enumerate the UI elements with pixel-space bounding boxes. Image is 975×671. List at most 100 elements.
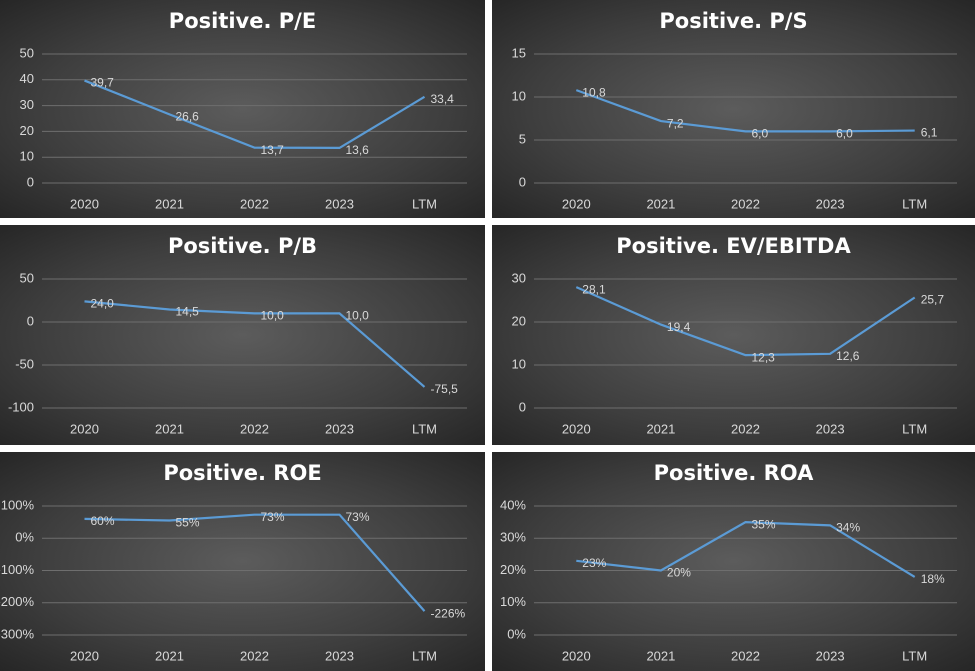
line [84, 513, 426, 612]
chart-title: Positive. P/B [168, 234, 317, 258]
chart-panel: Positive. P/S 0 5 10 15 2020 2021 2022 2023 LTM 10… [492, 0, 975, 218]
y-tick-label: 20 [512, 313, 526, 328]
line [575, 286, 916, 357]
chart: Positive. P/B -100 -50 0 50 2020 2021 2022 2023 L… [8, 234, 467, 436]
y-tick-label: 10 [512, 356, 526, 371]
chart-panel: Positive. EV/EBITDA 0 10 20 30 2020 2021 2022 20… [492, 225, 975, 445]
x-tick-label: 2020 [562, 648, 591, 663]
data-label: 39,7 [91, 76, 115, 90]
chart-title: Positive. P/E [169, 9, 316, 33]
y-tick-label: 30% [500, 530, 526, 545]
y-tick-label: 40 [20, 71, 34, 86]
data-label: 55% [176, 516, 200, 530]
x-tick-label: 2021 [646, 648, 675, 663]
y-tick-label: 0 [519, 399, 526, 414]
x-tick-label: 2023 [816, 196, 845, 211]
data-label: 28,1 [582, 282, 606, 296]
y-tick-label: -50 [15, 356, 34, 371]
data-label: 25,7 [921, 293, 945, 307]
data-label: 35% [752, 517, 776, 531]
data-label: 23% [582, 556, 606, 570]
x-tick-label: 2021 [646, 196, 675, 211]
chart-panel: Positive. P/E 0 10 20 30 40 50 2020 2021 2022 2023… [0, 0, 485, 218]
x-tick-label: 2022 [240, 196, 269, 211]
chart: Positive. ROA 0% 10% 20% 30% 40% 2020 2021 2022 2… [500, 461, 957, 663]
x-tick-label: 2023 [325, 648, 354, 663]
data-label: 6,1 [921, 126, 938, 140]
y-tick-label: 0 [519, 174, 526, 189]
y-tick-label: 30 [512, 270, 526, 285]
x-tick-label: 2020 [70, 648, 99, 663]
chart-panel: Positive. ROA 0% 10% 20% 30% 40% 2020 2021 2022 2… [492, 452, 975, 671]
y-tick-label: -300% [0, 626, 34, 641]
data-label: 12,3 [752, 350, 776, 364]
data-label: 13,6 [346, 143, 370, 157]
x-tick-label: LTM [412, 196, 437, 211]
y-tick-label: 10 [20, 149, 34, 164]
y-tick-label: 50 [20, 270, 34, 285]
y-tick-label: -200% [0, 594, 34, 609]
data-label: 14,5 [176, 305, 200, 319]
chart-panel: Positive. ROE -300% -200% -100% 0% 100% 2020 20… [0, 452, 485, 671]
data-label: 73% [261, 510, 285, 524]
data-label: 19,4 [667, 320, 691, 334]
x-tick-label: 2021 [646, 421, 675, 436]
x-tick-label: LTM [902, 421, 927, 436]
data-label: 12,6 [836, 349, 860, 363]
chart: Positive. ROE -300% -200% -100% 0% 100% 2020 20… [0, 461, 467, 663]
x-tick-label: 2021 [155, 196, 184, 211]
x-tick-label: 2020 [562, 421, 591, 436]
y-tick-label: 50 [20, 45, 34, 60]
y-tick-label: 10 [512, 88, 526, 103]
data-label: 26,6 [176, 110, 200, 124]
chart-panel: Positive. P/B -100 -50 0 50 2020 2021 2022 2023 L… [0, 225, 485, 445]
line [84, 79, 426, 150]
y-tick-label: 30 [20, 97, 34, 112]
x-tick-label: 2023 [816, 648, 845, 663]
y-tick-label: 0% [15, 530, 34, 545]
x-tick-label: 2023 [325, 196, 354, 211]
data-label: 10,0 [261, 309, 285, 323]
x-tick-label: 2021 [155, 421, 184, 436]
y-tick-label: 0 [27, 313, 34, 328]
x-tick-label: 2023 [816, 421, 845, 436]
data-label: 33,4 [431, 92, 455, 106]
x-tick-label: 2020 [70, 421, 99, 436]
data-label: 20% [667, 566, 691, 580]
line [576, 521, 916, 578]
data-label: 10,0 [346, 309, 370, 323]
x-tick-label: LTM [902, 196, 927, 211]
y-tick-label: 0 [27, 174, 34, 189]
data-label: 6,0 [836, 127, 853, 141]
data-label: 7,2 [667, 116, 684, 130]
line [575, 89, 915, 133]
y-tick-label: 10% [500, 594, 526, 609]
chart: Positive. P/S 0 5 10 15 2020 2021 2022 2023 LTM 10… [512, 9, 957, 211]
chart-title: Positive. ROE [163, 461, 321, 485]
x-tick-label: 2021 [155, 648, 184, 663]
y-tick-label: 40% [500, 497, 526, 512]
data-label: 34% [836, 521, 860, 535]
y-tick-label: 0% [507, 626, 526, 641]
line [84, 300, 426, 388]
data-label: 73% [346, 510, 370, 524]
y-tick-label: -100 [8, 399, 34, 414]
x-tick-label: 2022 [240, 421, 269, 436]
x-tick-label: LTM [902, 648, 927, 663]
data-label: 60% [91, 514, 115, 528]
chart-title: Positive. P/S [659, 9, 807, 33]
y-tick-label: 15 [512, 45, 526, 60]
y-tick-label: 5 [519, 131, 526, 146]
chart: Positive. P/E 0 10 20 30 40 50 2020 2021 2022 2023… [20, 9, 467, 211]
y-tick-label: 20 [20, 123, 34, 138]
x-tick-label: 2023 [325, 421, 354, 436]
x-tick-label: LTM [412, 648, 437, 663]
chart-title: Positive. ROA [654, 461, 814, 485]
data-label: -226% [431, 606, 466, 620]
data-label: 10,8 [582, 85, 606, 99]
data-label: -75,5 [431, 382, 459, 396]
y-tick-label: -100% [0, 562, 34, 577]
x-tick-label: 2022 [240, 648, 269, 663]
data-label: 13,7 [261, 143, 285, 157]
